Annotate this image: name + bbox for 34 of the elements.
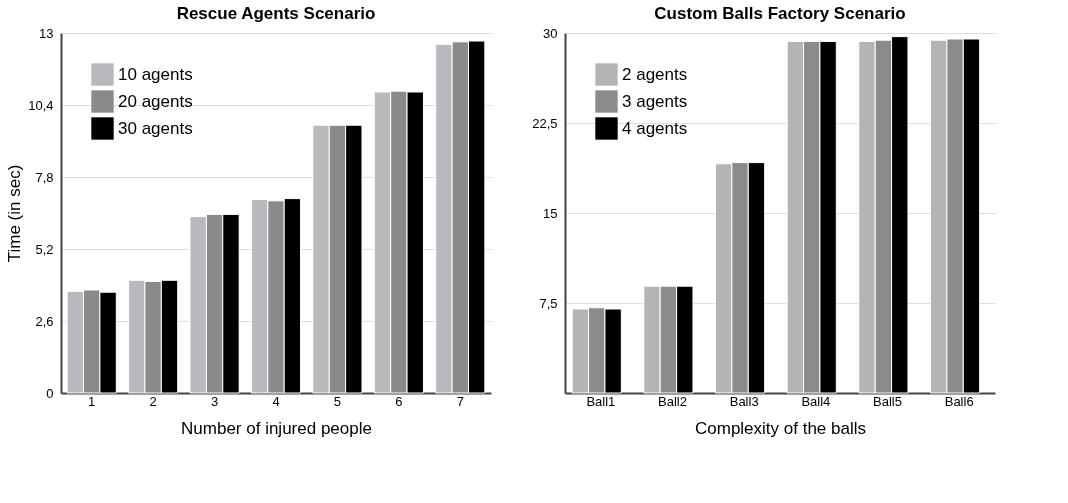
legend-label: 4 agents: [622, 118, 688, 138]
x-tick-label: 4: [272, 393, 280, 409]
x-tick-label: Ball5: [873, 393, 902, 409]
x-tick-label: Ball2: [658, 393, 687, 409]
x-tick-label: 6: [395, 393, 403, 409]
chart-title: Custom Balls Factory Scenario: [654, 4, 906, 23]
x-axis-title: Number of injured people: [181, 418, 372, 438]
y-tick-label: 10,4: [28, 97, 54, 113]
x-tick-label: Ball6: [944, 393, 974, 409]
x-tick-label: 3: [210, 393, 219, 409]
legend-label: 20 agents: [118, 91, 193, 111]
y-tick-label: 2,6: [35, 313, 54, 329]
x-tick-label: Ball3: [729, 393, 759, 409]
x-tick-label: 1: [88, 393, 96, 409]
y-tick-label: 30: [543, 25, 558, 41]
y-axis-title: Time (in sec): [5, 164, 25, 263]
legend-label: 10 agents: [118, 64, 193, 84]
legend-label: 30 agents: [118, 118, 193, 138]
y-tick-label: 7,8: [35, 169, 54, 185]
y-tick-label: 0: [46, 385, 54, 401]
y-tick-label: 5,2: [35, 241, 54, 257]
y-tick-label: 13: [39, 25, 54, 41]
y-tick-label: 22,5: [532, 115, 558, 131]
x-tick-label: Ball1: [586, 393, 616, 409]
x-axis-title: Complexity of the balls: [694, 418, 867, 438]
y-tick-label: 15: [543, 205, 558, 221]
y-tick-label: 7,5: [539, 295, 558, 311]
x-tick-label: Ball4: [801, 393, 831, 409]
x-tick-label: 5: [333, 393, 342, 409]
x-tick-label: 7: [456, 393, 464, 409]
x-tick-label: 2: [149, 393, 157, 409]
legend-label: 2 agents: [622, 64, 688, 84]
chart-title: Rescue Agents Scenario: [176, 4, 376, 23]
legend-label: 3 agents: [622, 91, 688, 111]
